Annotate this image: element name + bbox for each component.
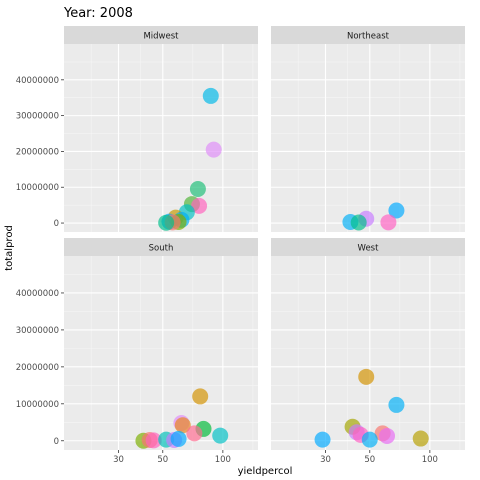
panel-background (64, 256, 258, 450)
x-tick-label: 100 (215, 455, 231, 465)
panels-group: Midwest 0 10000000 20000000 30000000 40000000… (16, 26, 465, 465)
x-tick-label: 30 (320, 455, 331, 465)
x-tick-label: 30 (113, 455, 124, 465)
x-tick-label: 100 (422, 455, 438, 465)
facet-panel-south: South 0 10000000 20000000 30000000 40000000 30… (16, 238, 258, 465)
scatter-point (202, 87, 219, 104)
scatter-point (192, 388, 209, 405)
scatter-point (380, 214, 397, 231)
y-tick-label: 30000000 (16, 112, 59, 122)
scatter-point (379, 427, 396, 444)
panel-background (271, 256, 465, 450)
scatter-point (191, 197, 208, 214)
facet-strip-label: Midwest (143, 32, 179, 42)
x-axis-label: yieldpercol (238, 466, 293, 477)
x-tick-label: 50 (364, 455, 375, 465)
facet-strip-label: West (358, 244, 380, 254)
facet-strip-label: Northeast (347, 32, 390, 42)
y-tick-label: 30000000 (16, 326, 59, 336)
scatter-point (388, 396, 405, 413)
y-tick-label: 40000000 (16, 289, 59, 299)
panel-background (271, 44, 465, 232)
scatter-point (145, 432, 162, 449)
scatter-point (212, 427, 229, 444)
facet-strip-label: South (149, 244, 174, 254)
y-tick-label: 10000000 (16, 183, 59, 193)
x-tick-label: 50 (157, 455, 168, 465)
scatter-point (186, 425, 203, 442)
y-tick-label: 0 (54, 437, 59, 447)
facet-panel-midwest: Midwest 0 10000000 20000000 30000000 40000000 (16, 26, 258, 232)
facet-strip (271, 238, 465, 256)
facet-strip (271, 26, 465, 44)
y-tick-label: 20000000 (16, 363, 59, 373)
y-tick-label: 10000000 (16, 400, 59, 410)
y-tick-label: 20000000 (16, 147, 59, 157)
scatter-point (361, 431, 378, 448)
facet-strip (64, 238, 258, 256)
scatter-point (412, 430, 429, 447)
scatter-point (170, 430, 187, 447)
scatter-point (158, 214, 175, 231)
facet-panel-west: West 30 50 100 (271, 238, 465, 465)
y-tick-label: 40000000 (16, 76, 59, 86)
facet-strip (64, 26, 258, 44)
scatter-point (189, 181, 206, 198)
chart-title: Year: 2008 (63, 6, 133, 21)
scatter-point (388, 202, 405, 219)
facet-panel-northeast: Northeast (271, 26, 465, 232)
y-tick-label: 0 (54, 219, 59, 229)
panel-background (64, 44, 258, 232)
scatter-point (350, 214, 367, 231)
scatter-point (314, 431, 331, 448)
scatter-point (205, 141, 222, 158)
scatter-point (174, 417, 191, 434)
y-axis-label: totalprod (4, 225, 15, 271)
scatter-point (358, 368, 375, 385)
